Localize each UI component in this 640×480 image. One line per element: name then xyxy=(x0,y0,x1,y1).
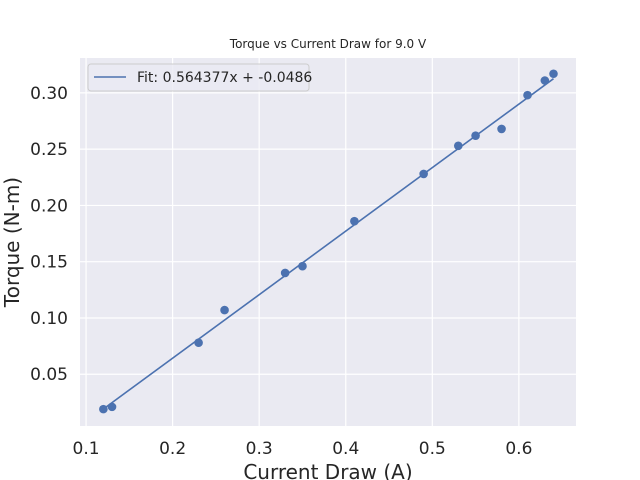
data-point xyxy=(280,268,290,278)
x-tick-label: 0.6 xyxy=(505,439,532,459)
x-tick-label: 0.2 xyxy=(159,439,186,459)
y-tick-label: 0.20 xyxy=(30,196,68,216)
data-point xyxy=(497,124,506,134)
legend-entry-label: Fit: 0.564377x + -0.0486 xyxy=(137,70,312,86)
y-tick-labels: 0.05 0.10 0.15 0.20 0.25 0.30 xyxy=(30,84,68,385)
data-point xyxy=(99,404,108,414)
legend: Fit: 0.564377x + -0.0486 xyxy=(87,63,312,92)
data-point xyxy=(298,261,307,271)
y-tick-label: 0.25 xyxy=(30,140,68,160)
grid-lines xyxy=(80,58,576,426)
y-tick-label: 0.05 xyxy=(30,365,68,385)
x-axis-label: Current Draw (A) xyxy=(243,460,412,480)
chart-title: Torque vs Current Draw for 9.0 V xyxy=(229,37,427,51)
data-point xyxy=(540,76,550,85)
x-tick-label: 0.4 xyxy=(332,439,359,459)
data-point xyxy=(549,69,558,79)
data-point xyxy=(419,169,428,179)
data-point xyxy=(220,305,229,315)
x-tick-label: 0.1 xyxy=(73,439,100,459)
x-tick-label: 0.3 xyxy=(246,439,273,459)
data-point xyxy=(107,402,117,412)
y-tick-label: 0.15 xyxy=(30,253,68,273)
y-tick-label: 0.10 xyxy=(30,309,68,329)
x-tick-labels: 0.1 0.2 0.3 0.4 0.5 0.6 xyxy=(73,439,533,459)
data-point xyxy=(523,90,532,100)
y-axis-label: Torque (N-m) xyxy=(0,177,24,308)
data-point xyxy=(194,338,203,348)
legend-box xyxy=(87,63,310,92)
data-point xyxy=(350,216,359,226)
data-point xyxy=(471,131,480,140)
x-tick-label: 0.5 xyxy=(419,439,446,459)
data-point xyxy=(453,141,463,151)
data-points-layer xyxy=(99,69,558,414)
y-tick-label: 0.30 xyxy=(30,84,68,104)
